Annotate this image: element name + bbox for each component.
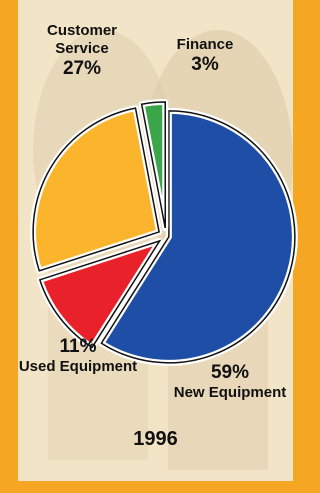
category-label: Customer Service: [42, 22, 122, 58]
slice-label: 59%New Equipment: [160, 362, 300, 402]
slice-label: 11%Used Equipment: [8, 336, 148, 376]
category-label: Finance: [135, 36, 275, 54]
value-label: 11%: [8, 336, 148, 358]
page: 1996 (() => { const data = JSON.parse(do…: [0, 0, 305, 493]
value-label: 27%: [12, 58, 152, 80]
chart-title: 1996: [18, 428, 293, 451]
category-label: Used Equipment: [8, 358, 148, 376]
category-label: New Equipment: [160, 384, 300, 402]
value-label: 3%: [135, 54, 275, 76]
value-label: 59%: [160, 362, 300, 384]
